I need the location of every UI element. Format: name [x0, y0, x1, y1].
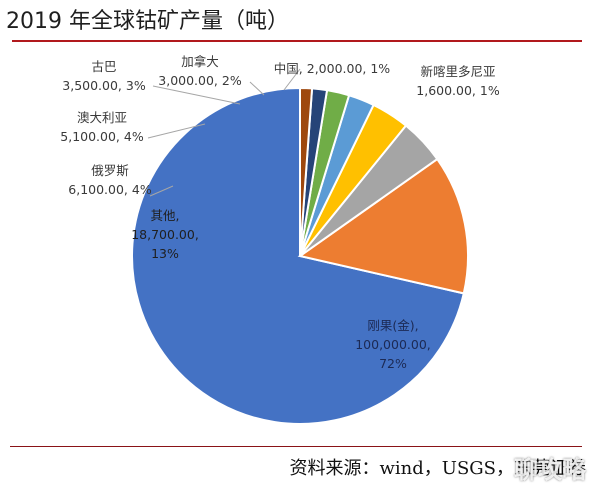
slice-labels: 刚果(金), 100,000.00, 72% 其他, 18,700.00, 13% 俄罗斯 6… [60, 54, 500, 371]
slice-label-5: 加拿大 3,000.00, 2% [158, 54, 242, 88]
slice-label-1: 其他, 18,700.00, 13% [131, 208, 199, 261]
pie-slice-0 [131, 86, 465, 425]
slice-label-4: 古巴 3,500.00, 3% [62, 59, 146, 93]
slice-label-0: 刚果(金), 100,000.00, 72% [355, 318, 431, 371]
slice-label-2: 俄罗斯 6,100.00, 4% [68, 163, 152, 197]
leader-line-4 [152, 85, 241, 105]
slice-label-3: 澳大利亚 5,100.00, 4% [60, 110, 144, 144]
leader-line-2 [149, 185, 174, 197]
chart-title: 2019 年全球钴矿产量（吨） [6, 9, 289, 34]
slice-label-6: 中国, 2,000.00, 1% [274, 61, 391, 76]
slice-label-7: 新喀里多尼亚 1,600.00, 1% [416, 64, 500, 98]
leader-line-6 [283, 68, 301, 91]
watermark: 聊攻略 [514, 456, 586, 484]
title-underline [12, 40, 582, 42]
pie-slice-1 [297, 157, 469, 295]
source-note: 资料来源：wind，USGS，东莞证券 [289, 458, 587, 479]
leader-line-3 [147, 123, 206, 139]
pie-slices [131, 86, 469, 425]
pie-chart: 刚果(金), 100,000.00, 72% 其他, 18,700.00, 13% 俄罗斯 6… [60, 54, 500, 425]
source-divider [10, 446, 582, 447]
leader-lines [147, 68, 301, 197]
pie-slice-7 [299, 86, 314, 257]
leader-line-5 [249, 81, 265, 96]
